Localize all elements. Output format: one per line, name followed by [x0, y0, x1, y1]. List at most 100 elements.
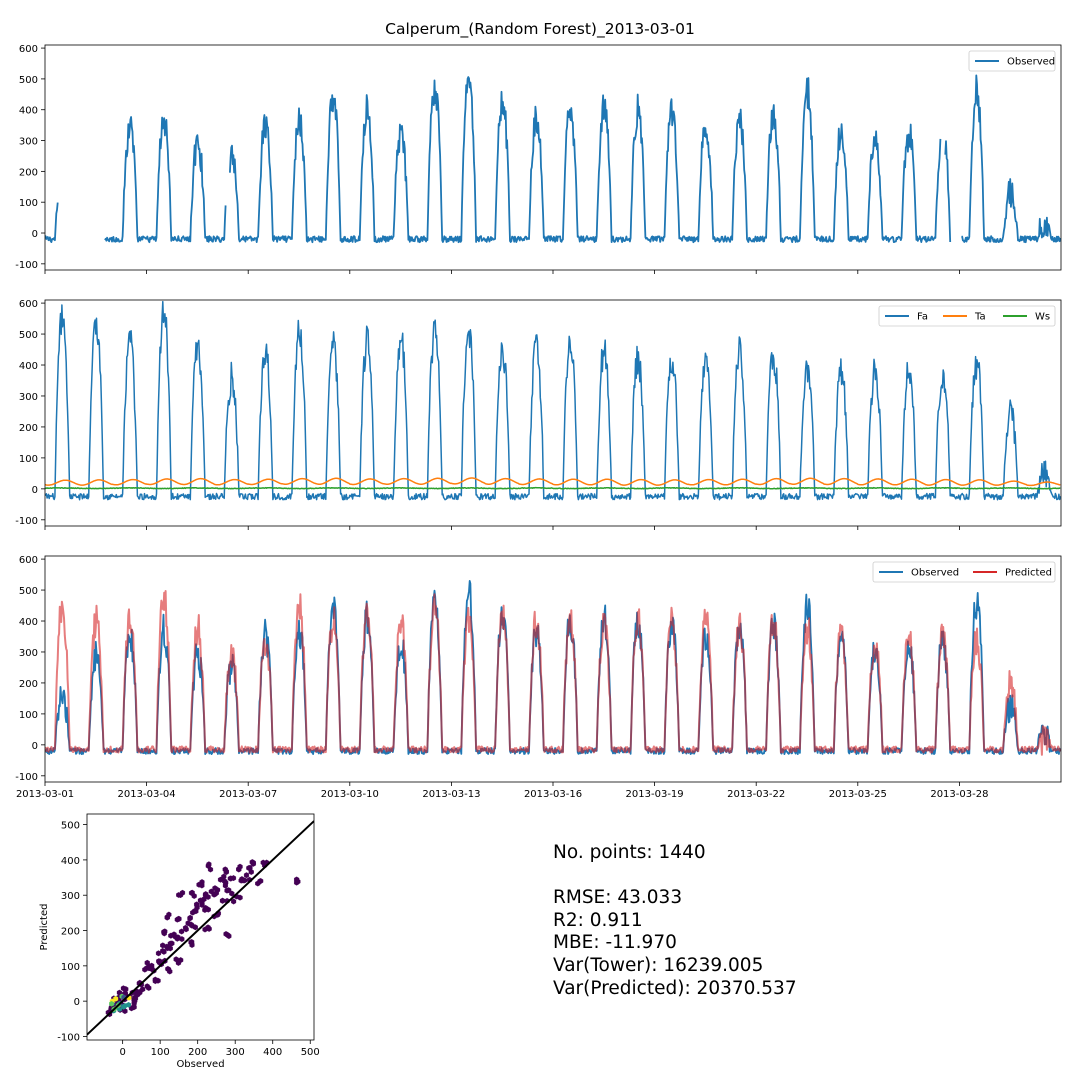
y-tick-label: 200 — [19, 679, 38, 690]
x-tick-label: 2013-03-25 — [829, 789, 887, 800]
hexbin-cell — [221, 873, 227, 880]
legend-label-observed: Observed — [1007, 57, 1055, 68]
y-tick-label: 400 — [19, 617, 38, 628]
stat-r2: R2: 0.911 — [553, 909, 643, 931]
one-to-one-line — [87, 820, 314, 1036]
x-tick-label: 200 — [188, 1047, 207, 1058]
hexbin-cell — [144, 983, 150, 990]
x-tick-label: 2013-03-13 — [422, 789, 480, 800]
y-axis-label: Predicted — [39, 904, 50, 951]
series-ws — [45, 486, 1061, 490]
y-tick-label: 100 — [19, 198, 38, 209]
axes-frame — [44, 44, 1062, 271]
y-tick-label: 200 — [61, 927, 80, 938]
x-tick-label: 400 — [263, 1047, 282, 1058]
series-fa — [45, 300, 1061, 501]
legend-box — [872, 561, 1056, 583]
hexbin-cell — [206, 861, 212, 868]
y-tick-label: -100 — [15, 516, 38, 527]
y-tick-label: 100 — [19, 454, 38, 465]
panel-observed-vs-predicted: -100 0 100 200 300 400 500 600 2013-03-01 2013-03… — [15, 555, 1062, 800]
hexbin-cell — [167, 945, 173, 952]
hexbin-cell — [188, 921, 194, 928]
series-observed — [45, 74, 1061, 244]
hexbin-cell — [160, 942, 166, 949]
hexbin-cell — [152, 976, 158, 983]
hexbin-cell — [219, 897, 226, 904]
panel-scatter: 0 100 200 300 400 500 -100 0 100 200 300 400 500 Obse… — [39, 813, 320, 1070]
legend-label-ws: Ws — [1035, 312, 1050, 323]
y-tick-label: 100 — [19, 710, 38, 721]
axes-frame — [86, 813, 315, 1041]
y-tick-label: 600 — [19, 299, 38, 310]
hexbin-cell — [230, 875, 237, 882]
hexbin-cell — [168, 932, 174, 939]
legend-label-ta: Ta — [974, 312, 986, 323]
stats-block: No. points: 1440 RMSE: 43.033 R2: 0.911 … — [553, 842, 797, 1000]
legend-label-observed: Observed — [911, 568, 959, 579]
x-tick-label: 100 — [151, 1047, 170, 1058]
hexbin-cell — [179, 936, 185, 943]
axes-frame — [44, 299, 1062, 527]
series-observed — [45, 580, 1061, 755]
hexbin-cell — [177, 892, 184, 899]
x-tick-label: 2013-03-28 — [930, 789, 988, 800]
hexbin-cell — [202, 907, 208, 913]
legend-label-fa: Fa — [917, 312, 928, 323]
hexbin-cell-dense — [109, 1001, 114, 1007]
hexbin-cell — [226, 933, 232, 940]
hexbin-cell — [226, 887, 232, 894]
hexbin-cell — [157, 958, 163, 965]
hexbin-cell — [207, 866, 214, 873]
stat-rmse: RMSE: 43.033 — [553, 887, 683, 909]
y-tick-label: 100 — [61, 962, 80, 973]
y-tick-label: 400 — [61, 856, 80, 867]
hexbin-cell — [212, 891, 218, 898]
hexbin-cell — [295, 878, 301, 885]
y-tick-label: 0 — [32, 741, 38, 752]
legend-box — [968, 50, 1056, 72]
hexbin-cell — [247, 864, 253, 871]
panel-drivers: -100 0 100 200 300 400 500 600 Fa Ta Ws — [15, 299, 1062, 530]
y-tick-label: 300 — [19, 392, 38, 403]
y-tick-label: 300 — [61, 891, 80, 902]
hexbin-cell — [205, 894, 211, 900]
hexbin-cell — [132, 995, 139, 1002]
x-tick-label: 2013-03-10 — [321, 789, 379, 800]
y-tick-label: 0 — [32, 229, 38, 240]
hexbin-cell — [212, 885, 218, 892]
hexbin-cell — [257, 878, 263, 885]
y-tick-label: 500 — [19, 330, 38, 341]
hexbin-cell — [188, 890, 195, 896]
hexbin-cell — [197, 897, 204, 904]
stat-var-predicted: Var(Predicted): 20370.537 — [553, 977, 797, 999]
hexbin-cell — [202, 926, 208, 933]
hexbin-cell — [196, 881, 202, 888]
axes-frame — [44, 555, 1062, 783]
hexbin-cell — [242, 877, 248, 884]
hexbin-cell — [173, 956, 179, 963]
hexbin-cell — [187, 914, 193, 921]
hexbin-cell — [183, 926, 189, 933]
y-tick-label: 0 — [74, 997, 80, 1008]
hexbin-cell — [140, 986, 146, 993]
hexbin-cell — [144, 959, 150, 966]
hexbin-cell — [237, 894, 243, 901]
hexbin-cell — [243, 872, 250, 879]
stat-spacer — [553, 865, 797, 888]
x-tick-label: 2013-03-07 — [219, 789, 277, 800]
stat-var-tower: Var(Tower): 16239.005 — [553, 954, 764, 976]
series-predicted — [45, 590, 1061, 756]
x-tick-label: 2013-03-19 — [626, 789, 684, 800]
hexbin-cell — [223, 869, 229, 876]
hexbin-cell-dense — [121, 1004, 127, 1010]
x-tick-label: 2013-03-01 — [16, 789, 74, 800]
hexbin-cell-dense — [126, 1002, 131, 1008]
y-tick-label: 0 — [32, 485, 38, 496]
legend-label-predicted: Predicted — [1005, 568, 1052, 579]
series-ta — [45, 477, 1061, 487]
hexbin-cell — [237, 863, 243, 870]
y-tick-label: 400 — [19, 106, 38, 117]
y-tick-label: 200 — [19, 423, 38, 434]
